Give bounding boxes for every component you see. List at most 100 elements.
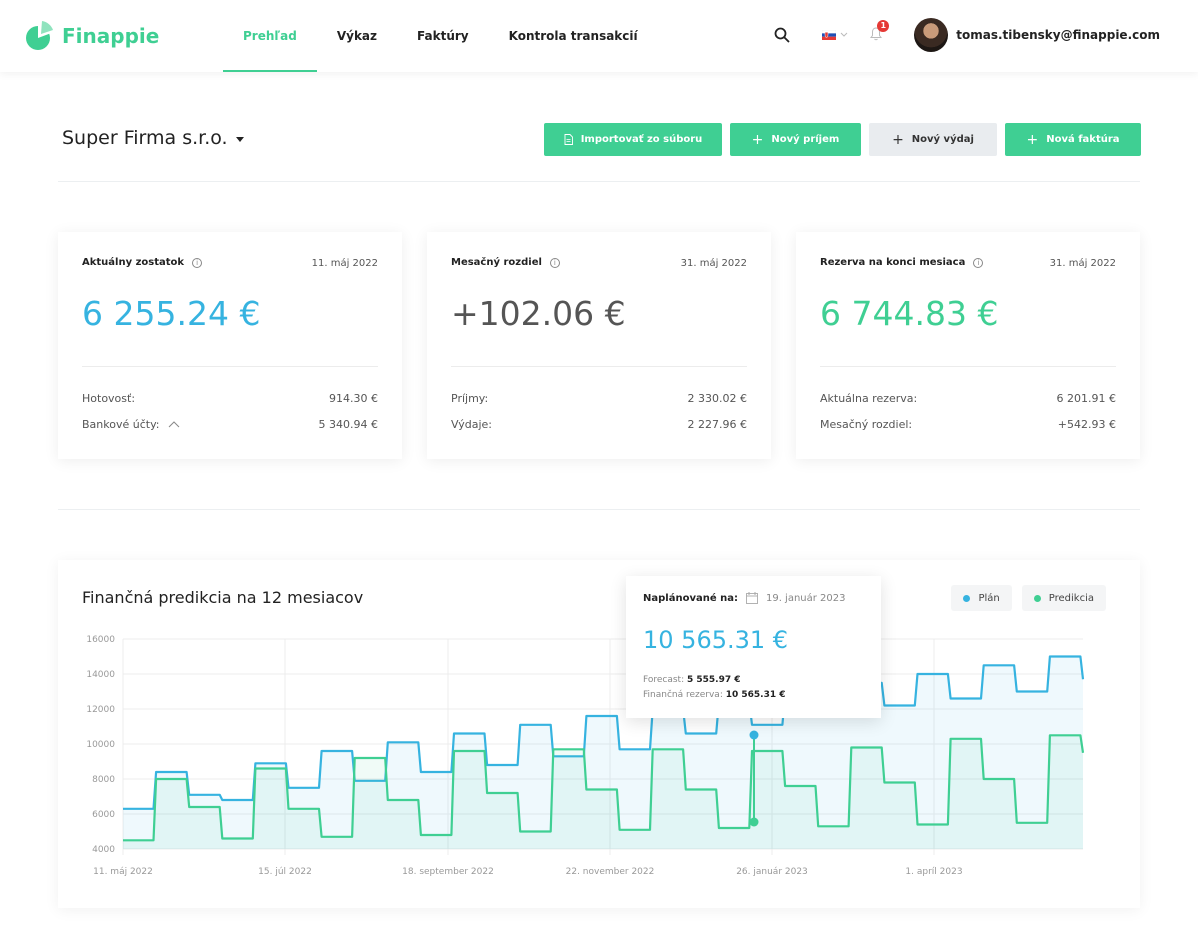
forecast-chart-card: Finančná predikcia na 12 mesiacov Plán P… <box>58 560 1140 908</box>
row-value: 5 340.94 € <box>318 418 378 431</box>
card-date: 31. máj 2022 <box>680 258 747 269</box>
card-label-text: Aktuálny zostatok <box>82 257 185 268</box>
legend-label: Plán <box>978 592 1000 604</box>
card-row: Výdaje: 2 227.96 € <box>451 418 747 431</box>
notifications-button[interactable]: 1 <box>870 19 890 45</box>
card-label: Aktuálny zostatok i <box>82 257 203 268</box>
card-label-text: Mesačný rozdiel <box>451 257 542 268</box>
language-selector[interactable] <box>822 30 848 40</box>
info-icon[interactable]: i <box>192 257 203 268</box>
new-expense-label: Nový výdaj <box>911 134 974 145</box>
row-label: Mesačný rozdiel: <box>820 418 913 431</box>
card-date: 11. máj 2022 <box>311 258 378 269</box>
y-tick-label: 4000 <box>92 845 115 855</box>
y-tick-label: 14000 <box>86 670 115 680</box>
logo-text: Finappie <box>62 24 160 48</box>
y-tick-label: 16000 <box>86 635 115 645</box>
card-label-text: Rezerva na konci mesiaca <box>820 257 966 268</box>
avatar[interactable] <box>914 18 949 52</box>
plan-dot-icon <box>963 594 971 602</box>
new-income-label: Nový príjem <box>771 134 840 145</box>
divider <box>58 181 1140 182</box>
row-label: Bankové účty: <box>82 418 160 431</box>
logo[interactable]: Finappie <box>24 20 159 52</box>
calendar-icon <box>746 592 758 604</box>
divider <box>451 366 747 367</box>
series-area <box>123 735 1083 849</box>
chevron-up-icon <box>168 421 179 428</box>
slovak-flag-icon <box>822 30 837 40</box>
series-area <box>123 656 1083 849</box>
y-tick-label: 8000 <box>92 775 115 785</box>
x-tick-label: 11. máj 2022 <box>93 867 153 877</box>
card-value: +102.06 € <box>451 294 626 333</box>
bank-accounts-toggle[interactable]: Bankové účty: <box>82 418 180 431</box>
x-tick-label: 18. september 2022 <box>402 867 494 877</box>
top-navigation-bar: Finappie Prehľad Výkaz Faktúry Kontrola … <box>0 0 1198 72</box>
card-value: 6 255.24 € <box>82 294 261 333</box>
forecast-chart[interactable]: 4000 6000 8000 10000 12000 14000 16000 11. máj … <box>58 560 1140 908</box>
x-tick-label: 26. január 2023 <box>736 867 808 877</box>
info-icon[interactable]: i <box>973 257 984 268</box>
row-label: Výdaje: <box>451 418 492 431</box>
nav-vykaz[interactable]: Výkaz <box>336 29 378 43</box>
new-income-button[interactable]: + Nový príjem <box>730 123 861 156</box>
tooltip-label: Naplánované na: <box>643 592 738 604</box>
y-tick-label: 10000 <box>86 740 115 750</box>
card-value: 6 744.83 € <box>820 294 999 333</box>
row-label: Príjmy: <box>451 392 489 405</box>
new-expense-button[interactable]: + Nový výdaj <box>869 123 997 156</box>
x-tick-label: 15. júl 2022 <box>258 867 312 877</box>
nav-kontrola-transakcii[interactable]: Kontrola transakcií <box>508 29 638 43</box>
row-value: 914.30 € <box>329 392 378 405</box>
tooltip-header: Naplánované na: 19. január 2023 <box>643 592 846 604</box>
tooltip-reserve-label: Finančná rezerva: <box>643 690 723 700</box>
row-label: Aktuálna rezerva: <box>820 392 918 405</box>
new-invoice-button[interactable]: + Nová faktúra <box>1005 123 1141 156</box>
nav-faktury[interactable]: Faktúry <box>417 29 469 43</box>
main-nav: Prehľad Výkaz Faktúry Kontrola transakci… <box>223 0 658 72</box>
company-selector[interactable]: Super Firma s.r.o. <box>62 127 244 149</box>
tooltip-reserve: Finančná rezerva: 10 565.31 € <box>643 690 786 700</box>
card-label: Rezerva na konci mesiaca i <box>820 257 984 268</box>
card-row: Hotovosť: 914.30 € <box>82 392 378 405</box>
row-label: Hotovosť: <box>82 392 136 405</box>
row-value: 6 201.91 € <box>1056 392 1116 405</box>
card-row: Príjmy: 2 330.02 € <box>451 392 747 405</box>
x-tick-label: 22. november 2022 <box>566 867 655 877</box>
search-icon[interactable] <box>774 27 790 43</box>
row-value: +542.93 € <box>1057 418 1116 431</box>
tooltip-date: 19. január 2023 <box>765 592 846 604</box>
divider <box>82 366 378 367</box>
y-tick-label: 12000 <box>86 705 115 715</box>
chevron-down-icon <box>840 32 848 37</box>
tooltip-value: 10 565.31 € <box>643 626 789 654</box>
card-monthly-difference: Mesačný rozdiel i 31. máj 2022 +102.06 €… <box>427 232 771 459</box>
divider <box>820 366 1116 367</box>
row-value: 2 330.02 € <box>687 392 747 405</box>
import-file-button[interactable]: Importovať zo súboru <box>544 123 722 156</box>
card-row: Bankové účty: 5 340.94 € <box>82 418 378 431</box>
plus-icon: + <box>751 131 764 148</box>
x-tick-label: 1. apríl 2023 <box>905 867 962 877</box>
company-name: Super Firma s.r.o. <box>62 127 228 149</box>
card-current-balance: Aktuálny zostatok i 11. máj 2022 6 255.2… <box>58 232 402 459</box>
new-invoice-label: Nová faktúra <box>1046 134 1120 145</box>
file-icon <box>564 134 573 145</box>
card-row: Mesačný rozdiel: +542.93 € <box>820 418 1116 431</box>
user-email[interactable]: tomas.tibensky@finappie.com <box>956 28 1160 42</box>
hover-point-plan <box>749 730 759 740</box>
prediction-dot-icon <box>1033 594 1041 602</box>
legend-item-prediction[interactable]: Predikcia <box>1021 585 1106 611</box>
tooltip-forecast-label: Forecast: <box>643 675 685 685</box>
legend-item-plan[interactable]: Plán <box>951 585 1012 611</box>
chart-tooltip: Naplánované na: 19. január 2023 10 565.3… <box>626 576 881 718</box>
nav-prehlad[interactable]: Prehľad <box>223 0 317 72</box>
row-value: 2 227.96 € <box>687 418 747 431</box>
y-tick-label: 6000 <box>92 810 115 820</box>
card-label: Mesačný rozdiel i <box>451 257 560 268</box>
logo-icon <box>26 21 54 50</box>
info-icon[interactable]: i <box>549 257 560 268</box>
notification-count-badge: 1 <box>877 19 890 32</box>
divider <box>58 509 1140 510</box>
